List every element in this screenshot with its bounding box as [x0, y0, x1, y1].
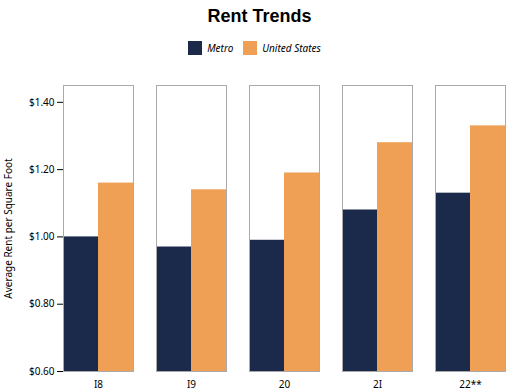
- svg-text:I9: I9: [187, 377, 196, 391]
- svg-text:I8: I8: [94, 377, 103, 391]
- html-text:Rent Trends: Rent Trends: [207, 6, 312, 26]
- svg-text:Average Rent per Square Foot: Average Rent per Square Foot: [1, 158, 15, 299]
- svg-text:22**: 22**: [459, 377, 482, 391]
- svg-text:$1.00: $1.00: [29, 229, 55, 243]
- html-text:Metro: Metro: [207, 40, 234, 55]
- svg-text:$1.40: $1.40: [29, 95, 55, 109]
- svg-text:20: 20: [279, 377, 291, 391]
- svg-text:$1.20: $1.20: [29, 162, 55, 176]
- html-text:United States: United States: [262, 40, 321, 55]
- svg-text:$0.80: $0.80: [29, 296, 55, 310]
- svg-text:2I: 2I: [373, 377, 382, 391]
- svg-text:$0.60: $0.60: [29, 364, 55, 378]
